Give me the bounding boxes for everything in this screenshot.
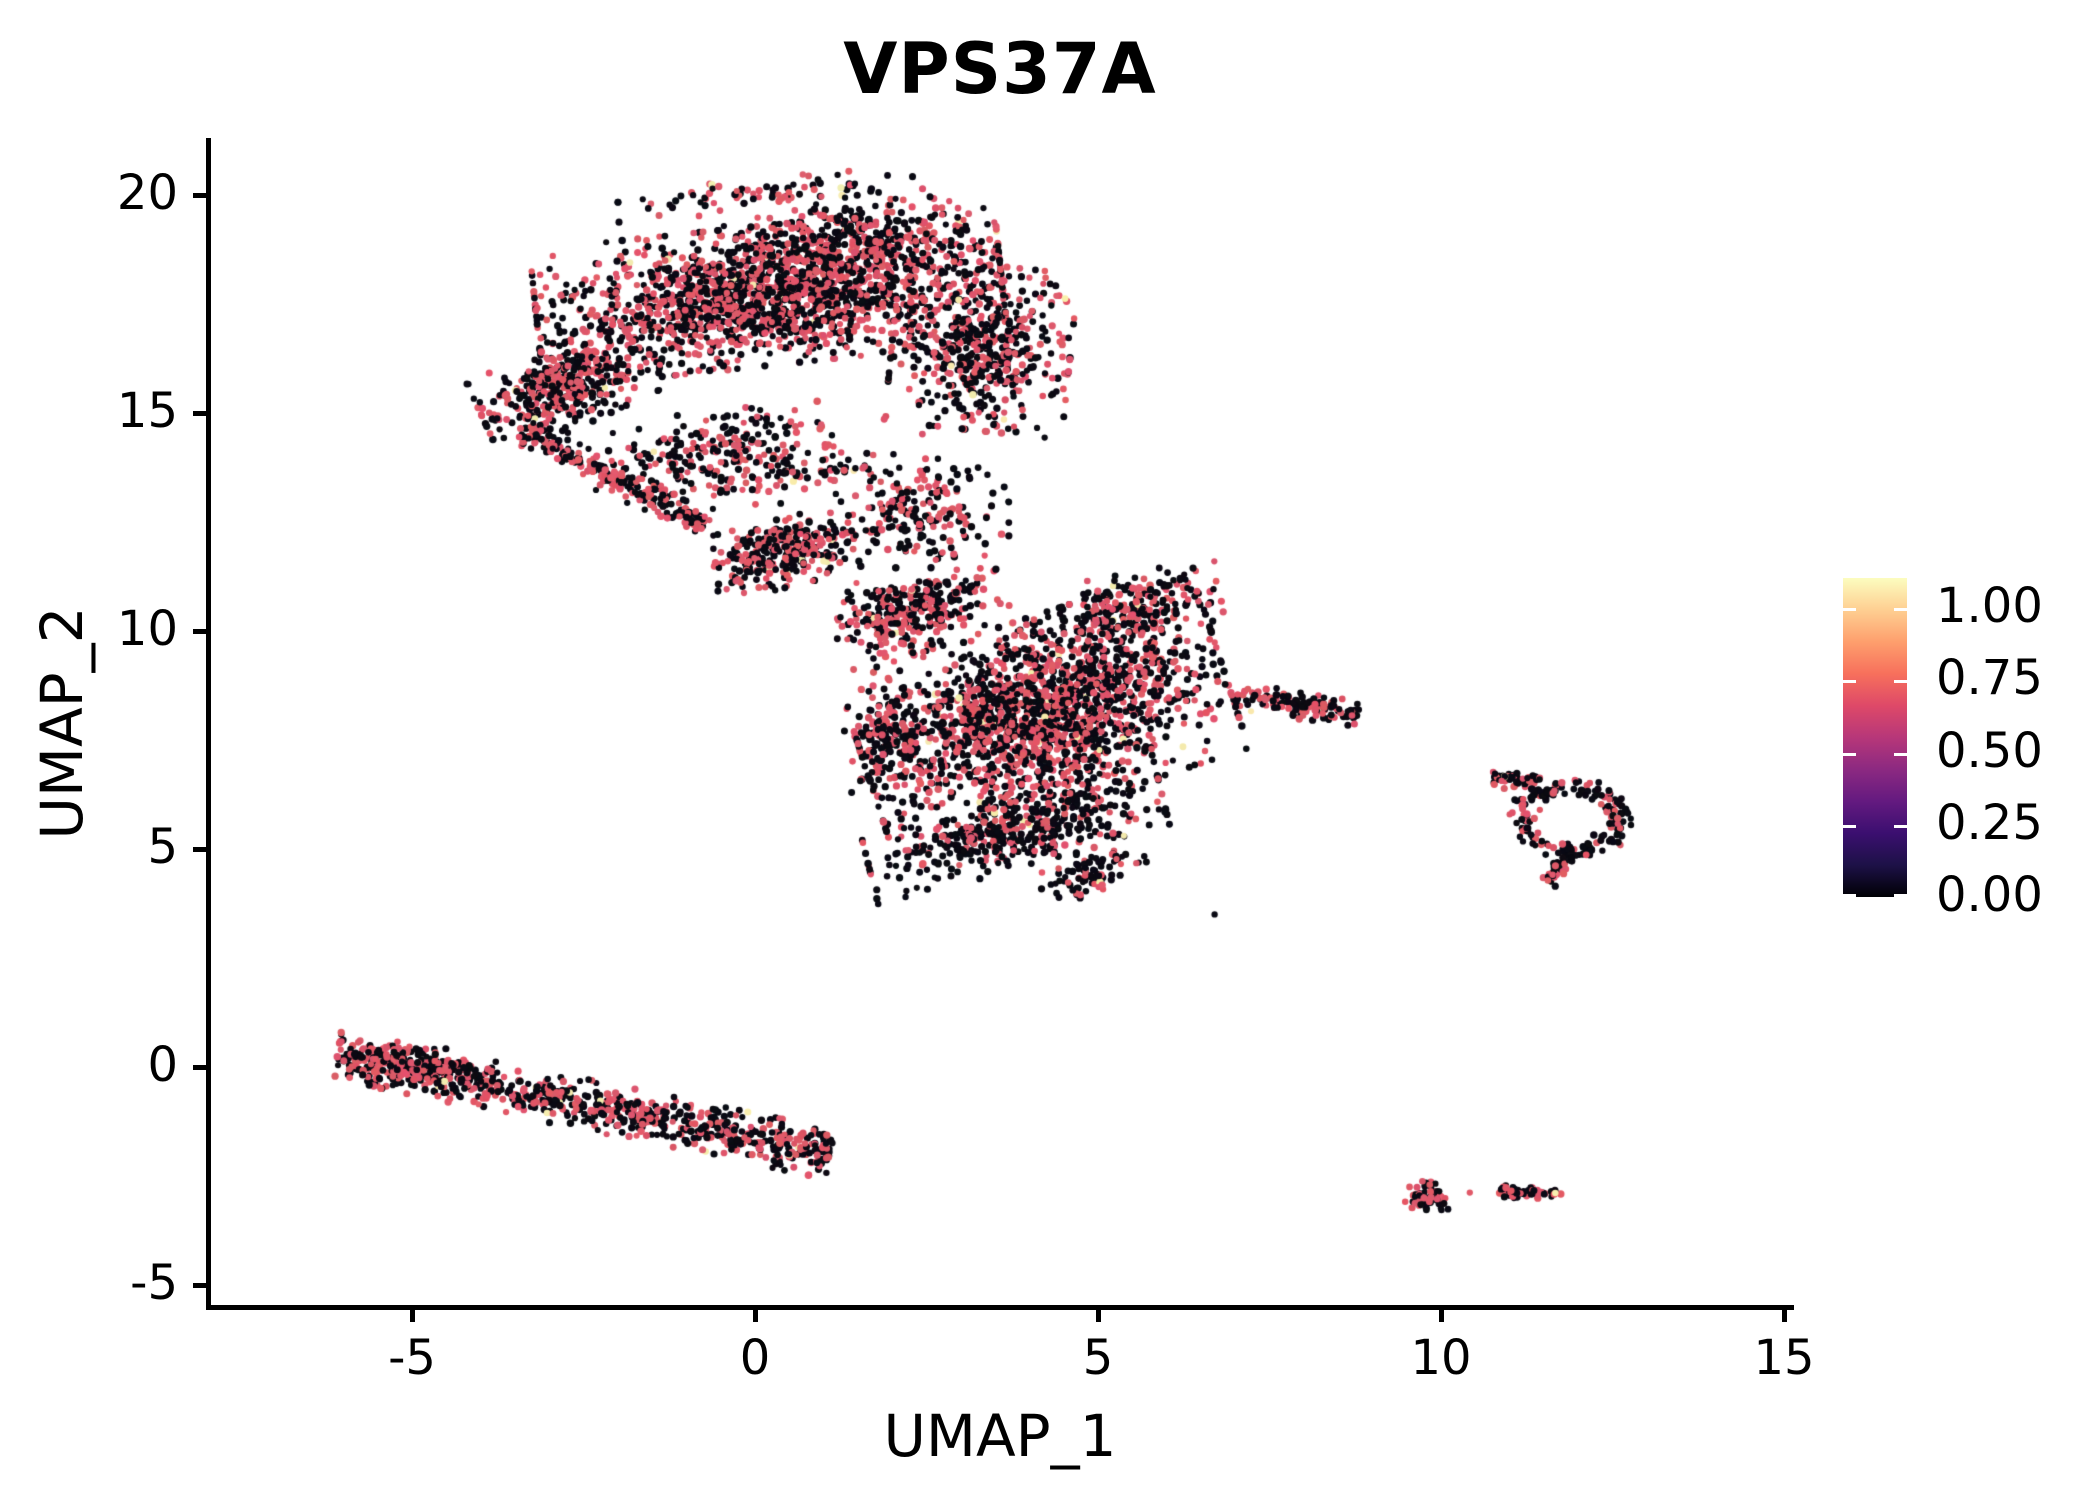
colorbar-tick: [1843, 680, 1856, 684]
colorbar-tick-label: 1.00: [1936, 578, 2043, 635]
y-axis-tick-label: -5: [130, 1255, 178, 1311]
colorbar-tick-label: 0.75: [1936, 650, 2043, 707]
colorbar-tick-label: 0.00: [1936, 867, 2043, 923]
y-axis-line: [206, 138, 211, 1310]
colorbar-tick: [1843, 752, 1856, 756]
y-axis-tick: [193, 846, 208, 852]
y-axis-tick: [193, 1064, 208, 1070]
colorbar-tick: [1843, 894, 1856, 897]
y-axis-tick-label: 20: [116, 165, 178, 221]
x-axis-title: UMAP_1: [883, 1402, 1117, 1470]
x-axis-tick: [1438, 1307, 1444, 1322]
x-axis-tick: [409, 1307, 415, 1322]
colorbar-tick: [1843, 824, 1856, 828]
colorbar-tick-label: 0.25: [1936, 794, 2043, 851]
y-axis-tick: [193, 628, 208, 634]
y-axis-title: UMAP_2: [28, 606, 96, 840]
colorbar-tick: [1894, 752, 1907, 756]
colorbar-tick: [1894, 608, 1907, 612]
x-axis-tick: [1781, 1307, 1787, 1322]
colorbar-tick: [1894, 824, 1907, 828]
x-axis-tick-label: 10: [1410, 1330, 1472, 1386]
x-axis-tick-label: 15: [1753, 1330, 1815, 1386]
x-axis-tick-label: 5: [1082, 1330, 1114, 1386]
x-axis-tick: [1095, 1307, 1101, 1322]
y-axis-tick-label: 10: [116, 601, 178, 657]
y-axis-tick-label: 5: [147, 819, 178, 875]
x-axis-tick: [752, 1307, 758, 1322]
x-axis-tick-label: -5: [388, 1330, 436, 1386]
y-axis-tick: [193, 410, 208, 416]
chart-title: VPS37A: [843, 28, 1157, 110]
colorbar-tick: [1894, 680, 1907, 684]
y-axis-tick-label: 15: [116, 383, 178, 439]
colorbar-tick: [1894, 894, 1907, 897]
y-axis-tick: [193, 192, 208, 198]
x-axis-tick-label: 0: [739, 1330, 771, 1386]
y-axis-tick: [193, 1282, 208, 1288]
colorbar-gradient: [1843, 578, 1907, 897]
x-axis-line: [206, 1305, 1794, 1310]
colorbar-tick: [1843, 608, 1856, 612]
colorbar-tick-label: 0.50: [1936, 722, 2043, 779]
y-axis-tick-label: 0: [147, 1037, 178, 1093]
